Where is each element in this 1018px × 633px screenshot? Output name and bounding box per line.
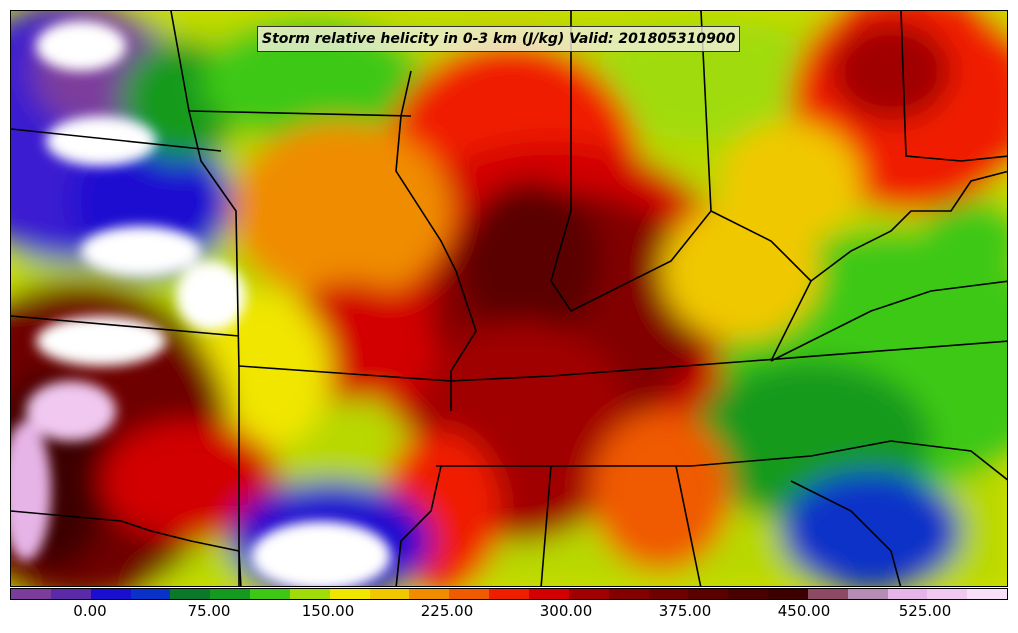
colorbar-segment [250,589,290,599]
colorbar-tick-label: 75.00 [187,602,231,620]
colorbar-segment [528,589,569,599]
colorbar-tick-label: 375.00 [658,602,712,620]
colorbar-segment [847,589,888,599]
colorbar [10,588,1008,600]
colorbar-segment [289,589,330,599]
map-panel: Storm relative helicity in 0-3 km (J/kg)… [10,10,1008,587]
colorbar-tick-label: 150.00 [301,602,355,620]
colorbar-segment [489,589,529,599]
colorbar-tick-label: 225.00 [420,602,474,620]
colorbar-segment [210,589,251,599]
colorbar-segment [409,589,450,599]
field-shading [11,11,1007,586]
colorbar-segment [608,589,649,599]
colorbar-segment [568,589,609,599]
colorbar-segment [90,589,131,599]
colorbar-segment [728,589,769,599]
colorbar-tick-label: 0.00 [73,602,107,620]
colorbar-segment [648,589,689,599]
helicity-field-map [11,11,1007,586]
colorbar-segment [768,589,808,599]
colorbar-segment [967,589,1008,599]
colorbar-segment [369,589,410,599]
colorbar-segment [927,589,968,599]
colorbar-tick-label: 525.00 [898,602,952,620]
colorbar-segment [688,589,729,599]
colorbar-segment [130,589,171,599]
extreme-value-areas [11,21,391,586]
state-borders [11,11,1007,586]
colorbar-tick-labels: 0.00 75.00 150.00 225.00 300.00 375.00 450.00 5… [10,602,1008,626]
map-title: Storm relative helicity in 0-3 km (J/kg)… [257,26,741,52]
colorbar-segment [11,589,51,599]
colorbar-segment [887,589,928,599]
colorbar-segment [329,589,370,599]
colorbar-tick-label: 300.00 [539,602,593,620]
colorbar-segment [807,589,848,599]
colorbar-tick-label: 450.00 [777,602,831,620]
colorbar-segment [170,589,211,599]
colorbar-segment [449,589,490,599]
colorbar-segment [50,589,91,599]
